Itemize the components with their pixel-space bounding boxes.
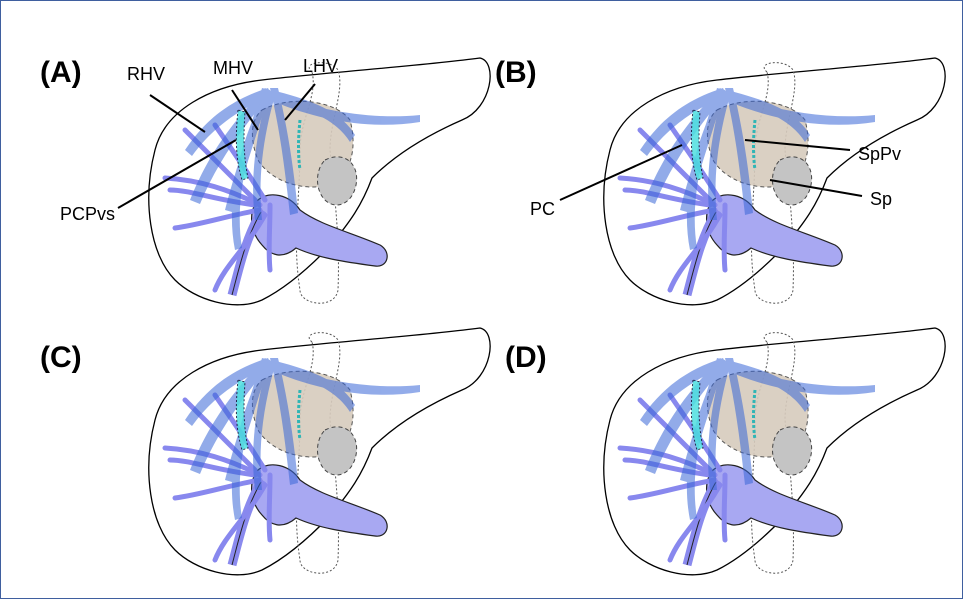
panel-label: (A) [40, 56, 82, 89]
page: {"panels": [ {"label": "(A)", "annotatio… [0, 0, 963, 599]
panel-label: (D) [505, 341, 547, 374]
annotation: SpPv [858, 144, 901, 164]
annotation: Sp [870, 189, 892, 209]
annotation: RHV [127, 64, 165, 84]
annotation: PCPvs [60, 204, 115, 224]
annotation: PC [530, 199, 555, 219]
annotation: LHV [303, 56, 338, 76]
annotation: MHV [213, 58, 253, 78]
figure: (A) (B) (C) (D) RHV MHV LHV PCPvs SpPv S… [0, 0, 963, 599]
panel-label: (B) [495, 56, 537, 89]
panel-label: (C) [40, 341, 82, 374]
